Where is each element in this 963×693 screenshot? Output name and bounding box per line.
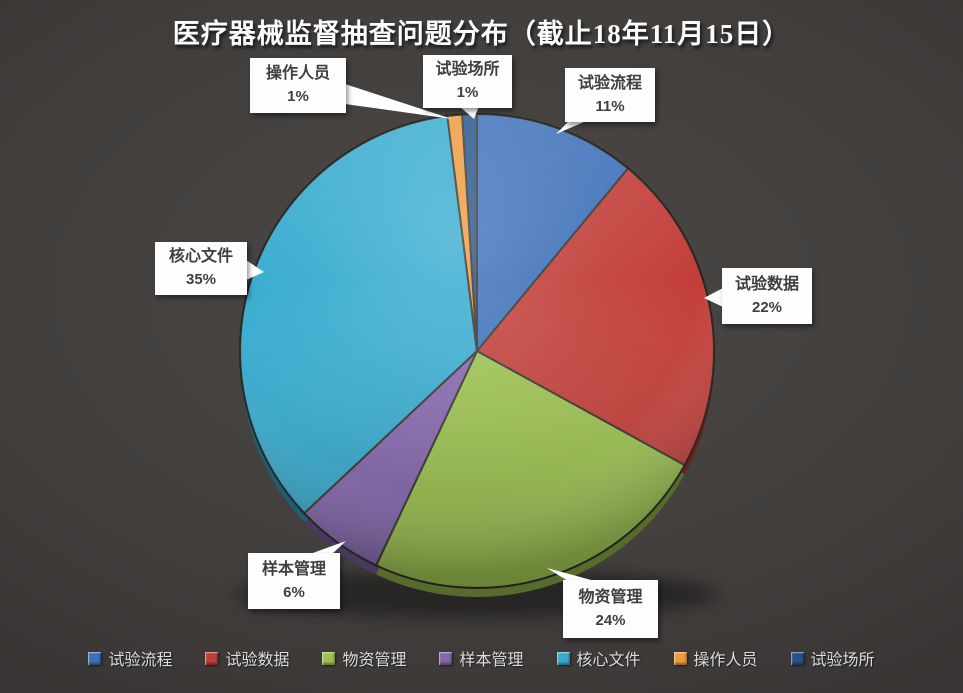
legend-marker-material-mgmt — [322, 651, 336, 665]
callout-pointer-material-mgmt — [547, 568, 595, 581]
callout-core-docs-label: 核心文件 — [168, 248, 233, 266]
callout-test-process-value: 11% — [595, 97, 625, 115]
legend-item-sample-mgmt: 样本管理 — [439, 646, 524, 670]
callout-test-process: 试验流程 11% — [565, 68, 655, 122]
pie-rim — [239, 113, 715, 589]
legend-label-sample-mgmt: 样本管理 — [459, 652, 524, 669]
callout-sample-mgmt-label: 样本管理 — [261, 560, 326, 578]
callout-test-site-label: 试验场所 — [435, 61, 500, 79]
legend-marker-test-process — [88, 651, 102, 665]
legend-item-test-site: 试验场所 — [790, 646, 875, 670]
legend-item-test-data: 试验数据 — [205, 646, 289, 670]
callout-test-data-value: 22% — [751, 298, 783, 316]
callout-core-docs-value: 35% — [185, 271, 217, 289]
callout-material-mgmt: 物资管理 24% — [563, 580, 658, 638]
callout-pointers — [246, 84, 723, 581]
callout-pointer-core-docs — [246, 260, 264, 280]
callout-core-docs: 核心文件 35% — [155, 242, 247, 295]
legend-label-test-process: 试验流程 — [108, 652, 173, 669]
legend-label-material-mgmt: 物资管理 — [342, 652, 407, 669]
callout-pointer-operators — [345, 84, 452, 119]
legend-marker-core-docs — [556, 651, 570, 665]
legend-label-test-data: 试验数据 — [225, 652, 290, 669]
callout-operators-value: 1% — [287, 88, 309, 106]
callout-test-site-value: 1% — [456, 84, 479, 102]
callout-material-mgmt-label: 物资管理 — [578, 588, 643, 606]
legend-item-test-process: 试验流程 — [88, 646, 172, 670]
legend-label-core-docs: 核心文件 — [576, 652, 641, 669]
callout-pointer-sample-mgmt — [310, 541, 346, 554]
legend-label-operators: 操作人员 — [693, 652, 758, 669]
legend-item-material-mgmt: 物资管理 — [322, 646, 406, 670]
pie-sheen-shade — [240, 114, 714, 588]
callout-sample-mgmt: 样本管理 6% — [248, 553, 340, 609]
callout-test-data: 试验数据 22% — [722, 268, 812, 324]
legend-marker-operators — [673, 651, 687, 665]
callout-test-process-label: 试验流程 — [577, 74, 642, 92]
chart-title: 医疗器械监督抽查问题分布（截止18年11月15日） — [172, 19, 791, 49]
callout-pointer-test-site — [459, 106, 479, 119]
callout-pointer-test-process — [556, 119, 591, 134]
callout-test-data-label: 试验数据 — [734, 275, 799, 293]
chart-legend: 试验流程 试验数据 物资管理 样本管理 核心文件 操作人员 试验场所 — [0, 646, 963, 670]
callout-operators-label: 操作人员 — [265, 65, 330, 83]
legend-marker-test-site — [790, 651, 804, 665]
callout-operators: 操作人员 1% — [250, 58, 346, 113]
legend-item-core-docs: 核心文件 — [556, 646, 641, 670]
callout-pointer-test-data — [704, 288, 723, 307]
legend-item-operators: 操作人员 — [673, 646, 758, 670]
callout-material-mgmt-value: 24% — [595, 611, 626, 629]
legend-marker-sample-mgmt — [439, 651, 453, 665]
callout-test-site: 试验场所 1% — [423, 55, 512, 108]
legend-label-test-site: 试验场所 — [810, 652, 875, 669]
legend-marker-test-data — [205, 651, 219, 665]
callout-sample-mgmt-value: 6% — [283, 583, 305, 601]
